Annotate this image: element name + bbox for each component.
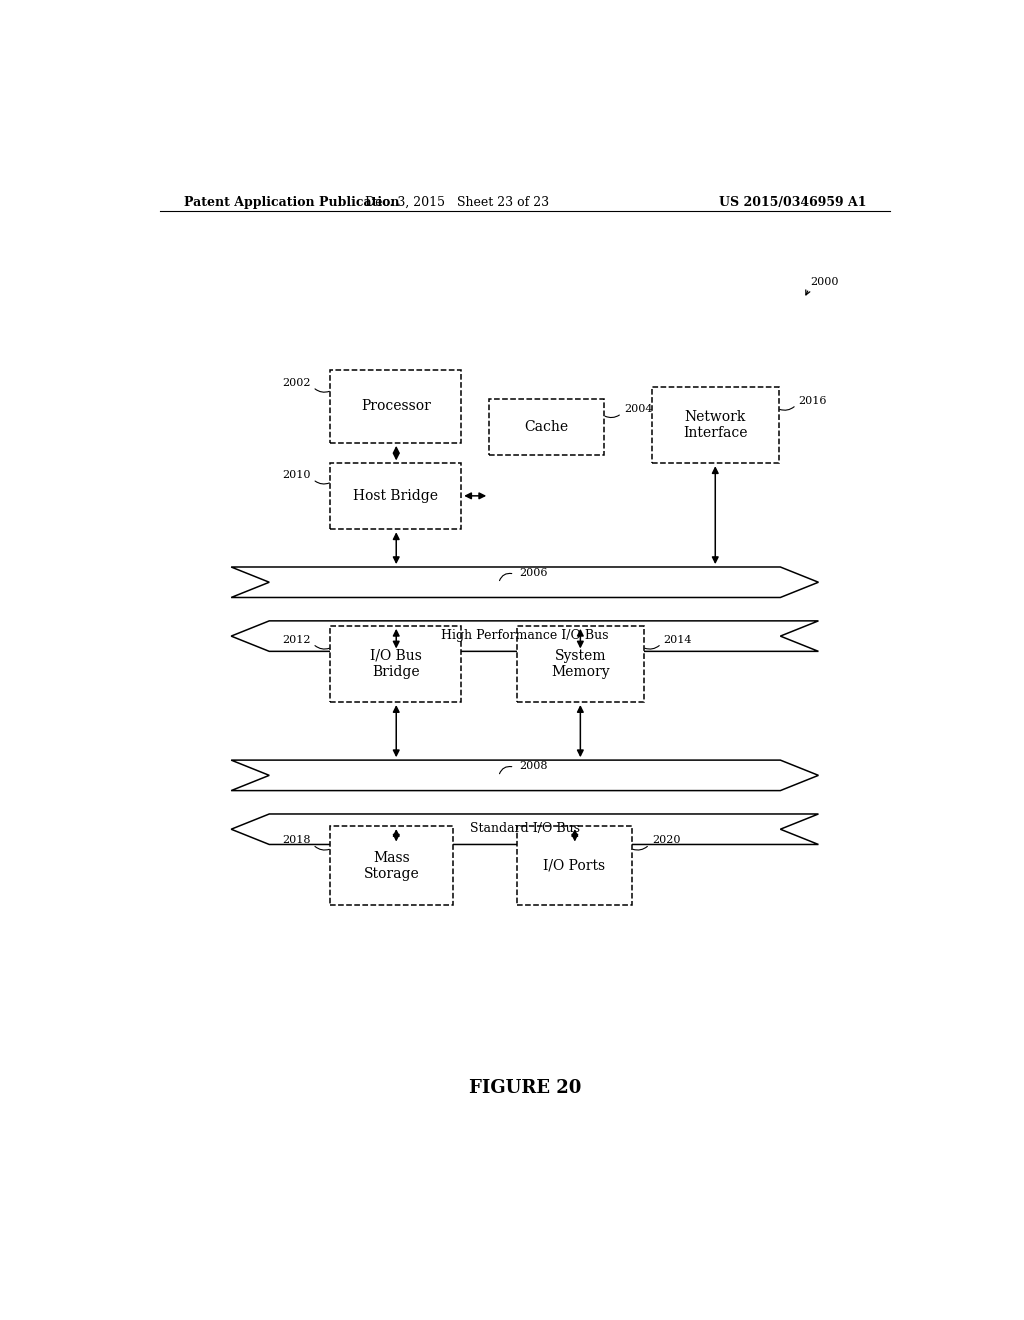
Bar [489,399,604,455]
Text: 2010: 2010 [282,470,310,480]
Text: 2000: 2000 [811,277,839,288]
Polygon shape [231,568,818,598]
Text: 2018: 2018 [282,836,310,845]
Text: Dec. 3, 2015   Sheet 23 of 23: Dec. 3, 2015 Sheet 23 of 23 [366,195,550,209]
Bar [331,626,462,702]
Text: 2016: 2016 [799,396,827,405]
Text: 2020: 2020 [652,836,680,845]
Text: 2002: 2002 [282,378,310,388]
Bar [517,626,644,702]
Text: Cache: Cache [524,420,568,434]
Bar [517,826,632,906]
Text: 2012: 2012 [282,635,310,644]
Text: High Performance I/O Bus: High Performance I/O Bus [441,628,608,642]
Text: I/O Bus
Bridge: I/O Bus Bridge [370,649,422,680]
Text: Patent Application Publication: Patent Application Publication [183,195,399,209]
Text: System
Memory: System Memory [551,649,609,680]
Bar [331,826,454,906]
Text: 2014: 2014 [664,635,692,644]
Text: 2008: 2008 [519,762,548,771]
Text: Standard I/O Bus: Standard I/O Bus [470,822,580,834]
Polygon shape [231,814,818,845]
Text: I/O Ports: I/O Ports [544,859,605,873]
Text: 2004: 2004 [624,404,652,414]
Text: US 2015/0346959 A1: US 2015/0346959 A1 [719,195,866,209]
Text: Processor: Processor [360,400,431,413]
Bar [652,387,779,463]
Bar [331,370,462,444]
Bar [331,463,462,529]
Polygon shape [231,760,818,791]
Text: Mass
Storage: Mass Storage [364,850,420,880]
Polygon shape [231,620,818,651]
Text: 2006: 2006 [519,568,548,578]
Text: FIGURE 20: FIGURE 20 [469,1080,581,1097]
Text: Host Bridge: Host Bridge [353,490,438,503]
Text: Network
Interface: Network Interface [683,411,748,441]
